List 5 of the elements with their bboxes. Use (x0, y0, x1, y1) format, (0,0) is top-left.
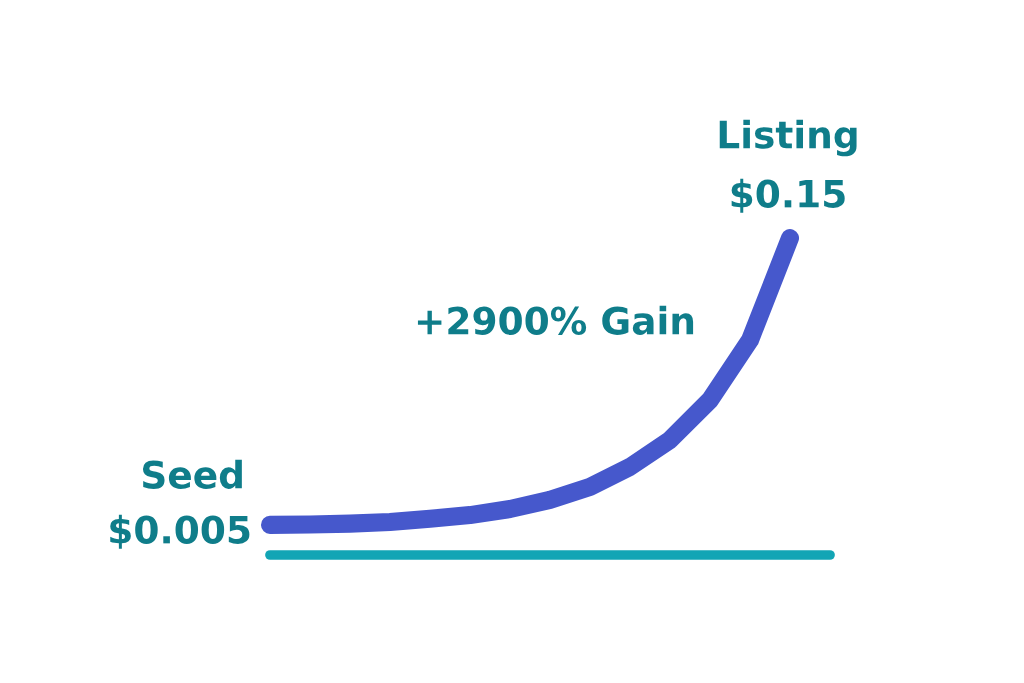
text: $0.15 (731, 178, 845, 213)
text: Listing (719, 119, 857, 157)
text: $0.005 (110, 514, 250, 549)
text: Seed (142, 459, 242, 489)
annotation: +2900% Gain (417, 305, 694, 335)
